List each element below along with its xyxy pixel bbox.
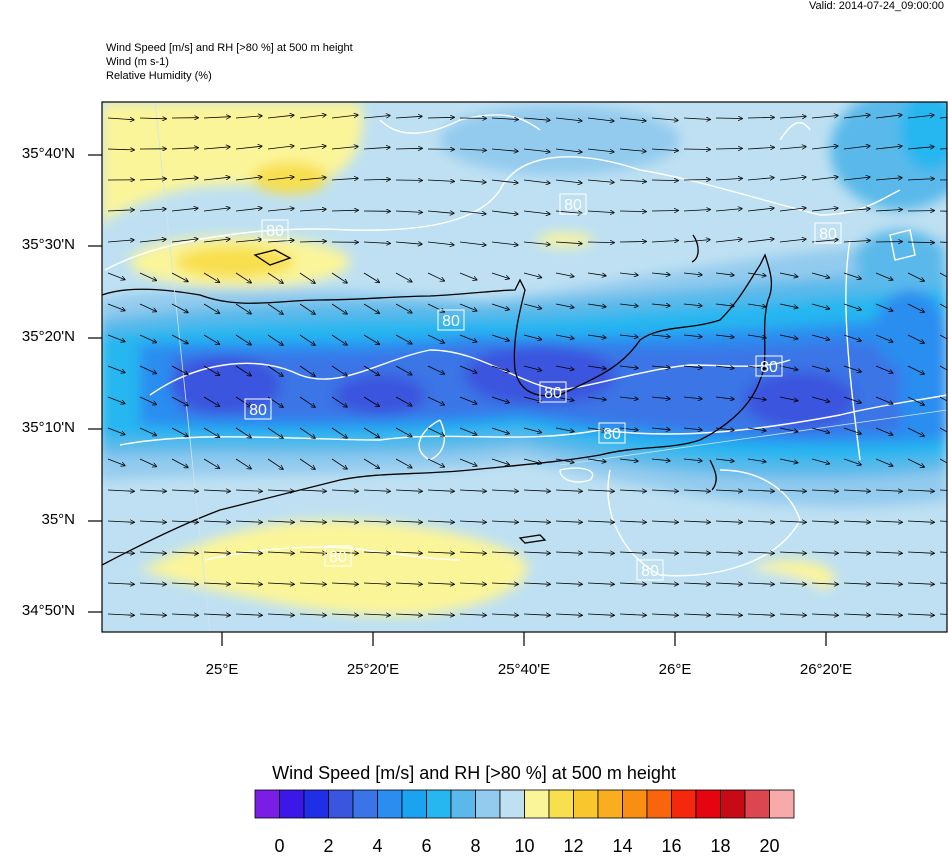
colorbar-swatch [598,790,623,818]
colorbar-swatch [525,790,550,818]
svg-text:80: 80 [266,223,284,240]
svg-text:80: 80 [760,359,778,376]
svg-text:80: 80 [442,313,460,330]
wind-arrow [620,242,646,243]
colorbar-swatch [672,790,697,818]
colorbar-swatch [427,790,452,818]
header-line-3: Relative Humidity (%) [106,69,212,83]
lon-label-25-20: 25°20'E [347,661,399,678]
colorbar-swatch [770,790,795,818]
svg-text:80: 80 [564,197,582,214]
lat-label-35-30: 35°30'N [0,236,75,253]
colorbar [255,790,794,818]
valid-time: Valid: 2014-07-24_09:00:00 [809,0,944,12]
wind-arrow [684,149,710,150]
colorbar-swatch [647,790,672,818]
colorbar-swatch [696,790,721,818]
colorbar-swatch [574,790,599,818]
lat-label-34-50: 34°50'N [0,602,75,619]
colorbar-swatch [353,790,378,818]
svg-text:80: 80 [249,402,267,419]
lat-label-35-40: 35°40'N [0,145,75,162]
svg-text:80: 80 [603,426,621,443]
wind-arrow [684,180,710,181]
lat-label-35: 35°N [0,511,75,528]
lat-label-35-10: 35°10'N [0,419,75,436]
colorbar-swatch [623,790,648,818]
svg-text:80: 80 [544,385,562,402]
lat-label-35-20: 35°20'N [0,328,75,345]
colorbar-swatch [451,790,476,818]
svg-text:80: 80 [641,563,659,580]
header-line-2: Wind (m s-1) [106,55,169,69]
lon-label-26: 26°E [659,661,692,678]
wind-arrow [652,211,678,212]
colorbar-swatch [721,790,746,818]
colorbar-title: Wind Speed [m/s] and RH [>80 %] at 500 m… [0,763,948,784]
colorbar-swatch [304,790,329,818]
colorbar-swatch [378,790,403,818]
lon-label-25-40: 25°40'E [498,661,550,678]
svg-text:80: 80 [329,549,347,566]
colorbar-swatch [500,790,525,818]
svg-text:80: 80 [819,226,837,243]
lon-label-25: 25°E [206,661,239,678]
header-line-1: Wind Speed [m/s] and RH [>80 %] at 500 m… [106,41,353,55]
colorbar-swatch [329,790,354,818]
colorbar-swatch [280,790,305,818]
colorbar-swatch [255,790,280,818]
colorbar-swatch [549,790,574,818]
wind-arrow [716,118,742,119]
colorbar-swatch [745,790,770,818]
lon-label-26-20: 26°20'E [800,661,852,678]
colorbar-swatch [476,790,501,818]
colorbar-swatch [402,790,427,818]
